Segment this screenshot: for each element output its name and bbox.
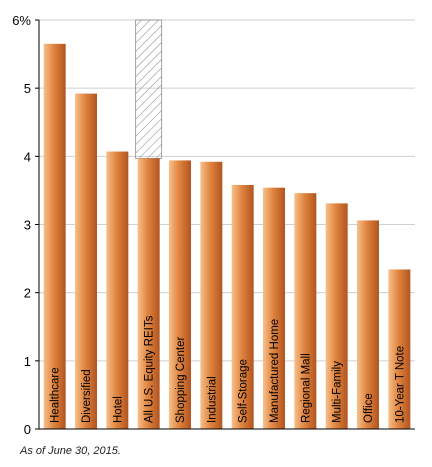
category-label: Office xyxy=(363,393,375,423)
bar xyxy=(137,158,160,429)
y-tick-label: 5 xyxy=(24,81,31,96)
y-tick-label: 6% xyxy=(12,13,31,28)
y-tick-label: 1 xyxy=(24,354,31,369)
bar xyxy=(294,193,317,429)
category-label: All U.S. Equity REITs xyxy=(144,315,156,423)
bar xyxy=(43,43,66,429)
bar xyxy=(325,203,348,429)
gridlines xyxy=(39,19,415,362)
category-label: Hotel xyxy=(112,396,124,423)
category-label: Manufactured Home xyxy=(269,319,281,423)
highlight-hatch-band xyxy=(135,19,163,159)
category-label: Self-Storage xyxy=(238,359,250,423)
axes xyxy=(38,20,415,430)
bar xyxy=(263,187,285,429)
highlight-band xyxy=(135,19,163,159)
y-tick-label: 2 xyxy=(24,286,31,301)
category-label: Regional Mall xyxy=(300,353,312,423)
bar xyxy=(231,184,254,429)
category-label: Diversified xyxy=(81,369,93,423)
category-label: 10-Year T Note xyxy=(394,346,406,423)
bar xyxy=(388,269,411,429)
bars: Healthcare Diversified Hotel All U.S. Equit… xyxy=(43,43,411,430)
bar xyxy=(75,93,97,430)
bar xyxy=(106,151,129,430)
bar xyxy=(357,220,379,429)
y-tick-label: 3 xyxy=(24,218,31,233)
y-tick-label: 0 xyxy=(24,422,31,437)
category-label: Healthcare xyxy=(50,367,62,423)
bar xyxy=(200,161,223,429)
category-label: Multi-Family xyxy=(332,361,344,423)
category-label: Shopping Center xyxy=(175,337,187,423)
bar xyxy=(169,160,191,429)
category-label: Industrial xyxy=(206,376,218,423)
footnote: As of June 30, 2015. xyxy=(20,445,121,457)
y-axis-ticks: 0 1 2 3 4 5 6% xyxy=(12,13,39,437)
y-tick-label: 4 xyxy=(24,149,31,164)
